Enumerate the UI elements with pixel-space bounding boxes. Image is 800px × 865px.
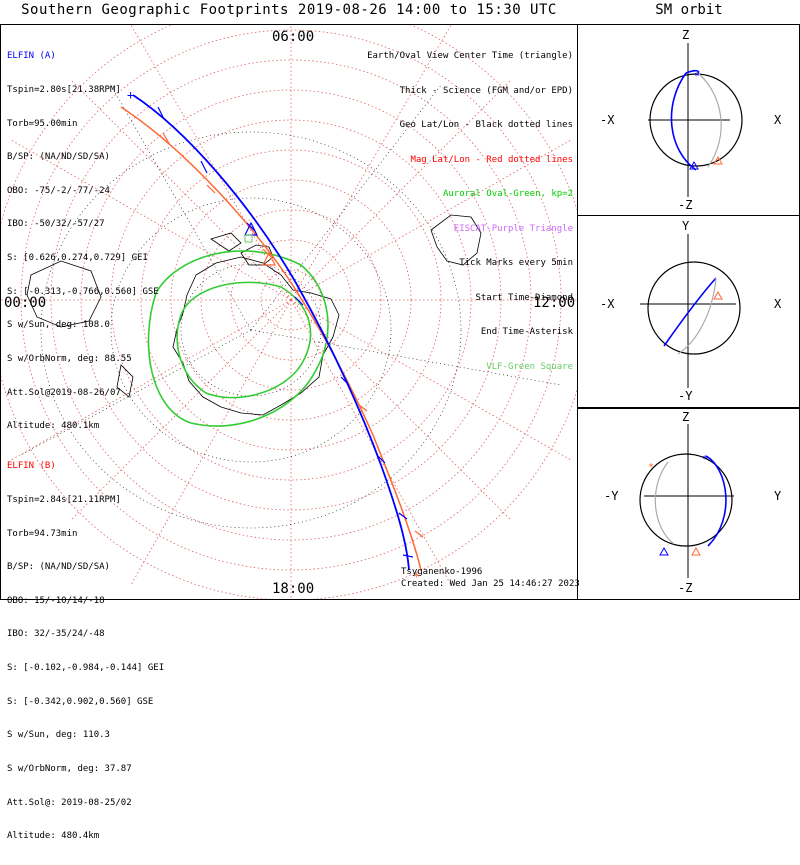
panel-xy-top: Y xyxy=(682,219,690,233)
panel-yz-left: -Y xyxy=(604,489,619,503)
elfin-a-line: S: [-0.313,-0.766,0.560] GSE xyxy=(7,286,159,297)
svg-text:*: * xyxy=(648,462,654,473)
svg-text:*: * xyxy=(702,454,708,465)
footprint-map: + * 06:00 00:00 12:00 18:00 ELFIN (A) Ts… xyxy=(0,24,580,841)
africa-outline xyxy=(430,214,482,266)
sm-panel-xz: * Z -X X -Z xyxy=(577,24,800,216)
sm-panel-xy: Y -X X -Y xyxy=(577,215,800,409)
elfin-a-line: Altitude: 480.1km xyxy=(7,421,100,432)
elfin-a-line: B/SP: (NA/ND/SD/SA) xyxy=(7,152,110,163)
panel-yz-bottom: -Z xyxy=(678,581,692,595)
elfin-b-info: ELFIN (B) Tspin=2.84s[21.11RPM] Torb=94.… xyxy=(7,439,164,865)
elfin-b-trajectory xyxy=(120,106,422,571)
elfin-b-line: S w/Sun, deg: 110.3 xyxy=(7,730,110,741)
legend-entry: Mag Lat/Lon - Red dotted lines xyxy=(410,154,573,165)
elfin-a-ticks xyxy=(157,106,414,558)
sm-panel-yz: * * Z -Y Y -Z xyxy=(577,407,800,600)
footprint-svg: + * 06:00 00:00 12:00 18:00 xyxy=(1,25,577,599)
legend: Earth/Oval View Center Time (triangle) T… xyxy=(367,28,573,385)
elfin-a-line: S w/OrbNorm, deg: 88.55 xyxy=(7,353,132,364)
elfin-b-name: ELFIN (B) xyxy=(7,461,56,472)
elfin-a-line: OBO: -75/-2/-77/-24 xyxy=(7,185,110,196)
sm-panel-yz-svg: * * Z -Y Y -Z xyxy=(604,410,782,595)
elfin-b-line: S: [-0.342,0.902,0.560] GSE xyxy=(7,696,154,707)
elfin-b-end-asterisk: * xyxy=(413,570,420,584)
legend-entry: EISCAT-Purple Triangle xyxy=(453,223,573,234)
svg-text:*: * xyxy=(694,71,700,82)
legend-entry: Tick Marks every 5min xyxy=(459,258,573,268)
page-title: Southern Geographic Footprints 2019-08-2… xyxy=(21,2,557,18)
elfin-a-line: Att.Sol@2019-08-26/07 xyxy=(7,387,121,398)
elfin-a-line: S: [0.626,0.274,0.729] GEI xyxy=(7,253,148,264)
legend-entry: VLF-Green Square xyxy=(486,361,573,372)
elfin-a-name: ELFIN (A) xyxy=(7,51,56,62)
elfin-b-line: IBO: 32/-35/24/-48 xyxy=(7,629,105,640)
elfin-b-line: Torb=94.73min xyxy=(7,528,78,539)
elfin-a-line: Tspin=2.80s[21.38RPM] xyxy=(7,85,121,96)
elfin-a-start-diamond: + xyxy=(127,88,134,102)
elfin-b-line: S w/OrbNorm, deg: 37.87 xyxy=(7,763,132,774)
panel-xy-left: -X xyxy=(600,297,615,311)
clock-label-left: 00:00 xyxy=(4,295,46,311)
panel-xy-bottom: -Y xyxy=(678,389,693,403)
legend-entry: End Time-Asterisk xyxy=(480,327,573,337)
sm-panel-xy-svg: Y -X X -Y xyxy=(600,219,782,403)
elfin-b-line: S: [-0.102,-0.984,-0.144] GEI xyxy=(7,663,165,674)
elfin-a-info: ELFIN (A) Tspin=2.80s[21.38RPM] Torb=95.… xyxy=(7,29,159,455)
sm-orbit-title: SM orbit xyxy=(655,2,723,18)
new-zealand-outline xyxy=(116,364,134,398)
mag-lon-lines xyxy=(1,25,577,599)
legend-entry: Start Time-Diamond xyxy=(475,292,573,303)
panel-xz-bottom: -Z xyxy=(678,198,692,212)
elfin-b-line: OBO: 15/-10/14/-18 xyxy=(7,595,105,606)
elfin-a-line: Torb=95.00min xyxy=(7,118,78,129)
sm-panel-xz-svg: * Z -X X -Z xyxy=(600,28,782,212)
created-timestamp: Created: Wed Jan 25 14:46:27 2023 xyxy=(401,579,580,589)
elfin-a-line: IBO: -50/32/-57/27 xyxy=(7,219,105,230)
clock-label-right: 12:00 xyxy=(533,295,575,311)
auroral-oval xyxy=(147,250,329,427)
vlf-square xyxy=(244,234,253,243)
panel-yz-top: Z xyxy=(682,410,689,424)
panel-xz-right: X xyxy=(774,113,782,127)
elfin-b-line: Tspin=2.84s[21.11RPM] xyxy=(7,495,121,506)
panel-xy-right: X xyxy=(774,297,782,311)
elfin-b-line: Altitude: 480.4km xyxy=(7,831,100,842)
elfin-a-trajectory xyxy=(132,94,410,571)
legend-entry: Auroral Oval-Green, kp=2 xyxy=(442,189,573,199)
legend-entry: Earth/Oval View Center Time (triangle) xyxy=(367,51,573,61)
legend-entry: Geo Lat/Lon - Black dotted lines xyxy=(399,120,573,130)
panel-yz-right: Y xyxy=(774,489,782,503)
panel-xz-left: -X xyxy=(600,113,615,127)
clock-label-bottom: 18:00 xyxy=(272,581,314,597)
panel-xz-top: Z xyxy=(682,28,689,42)
legend-entry: Thick - Science (FGM and/or EPD) xyxy=(399,85,573,96)
elfin-b-center-triangle xyxy=(262,251,276,266)
antarctica-outline xyxy=(172,256,340,416)
elfin-b-line: B/SP: (NA/ND/SD/SA) xyxy=(7,562,110,573)
model-credit: Tsyganenko-1996 xyxy=(401,567,483,577)
clock-label-top: 06:00 xyxy=(272,29,314,45)
australia-outline xyxy=(26,260,102,328)
elfin-a-line: S w/Sun, deg: 108.0 xyxy=(7,320,110,331)
elfin-b-line: Att.Sol@: 2019-08-25/02 xyxy=(7,797,132,808)
